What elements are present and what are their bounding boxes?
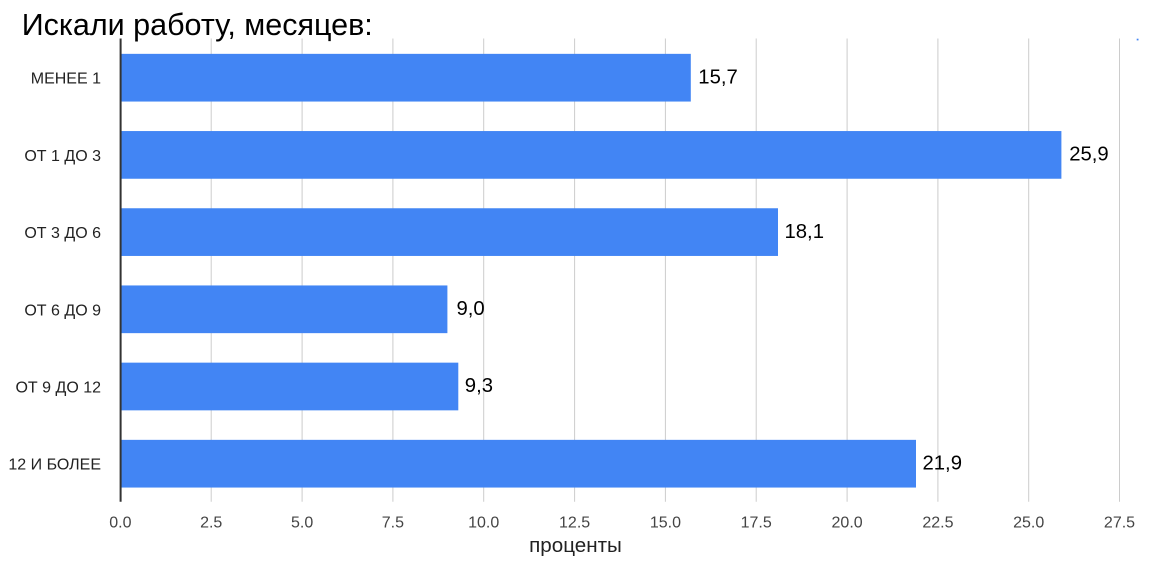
svg-text:ОТ 9 ДО 12: ОТ 9 ДО 12 xyxy=(15,380,101,397)
svg-text:ОТ 6 ДО 9: ОТ 6 ДО 9 xyxy=(24,302,101,319)
svg-text:21,9: 21,9 xyxy=(923,452,962,474)
svg-text:12 И БОЛЕЕ: 12 И БОЛЕЕ xyxy=(8,457,101,474)
svg-text:ОТ 1 ДО 3: ОТ 1 ДО 3 xyxy=(24,148,101,165)
svg-text:9,0: 9,0 xyxy=(457,298,485,320)
svg-text:15,7: 15,7 xyxy=(698,66,737,88)
svg-text:проценты: проценты xyxy=(529,534,622,557)
svg-text:ОТ 3 ДО 6: ОТ 3 ДО 6 xyxy=(24,225,101,242)
svg-text:22.5: 22.5 xyxy=(922,515,953,532)
svg-text:7.5: 7.5 xyxy=(382,515,404,532)
svg-text:Искали работу, месяцев:: Искали работу, месяцев: xyxy=(22,8,373,42)
svg-text:20.0: 20.0 xyxy=(832,515,863,532)
svg-text:5.0: 5.0 xyxy=(291,515,313,532)
svg-text:27.5: 27.5 xyxy=(1104,515,1135,532)
svg-text:18,1: 18,1 xyxy=(785,221,824,243)
svg-text:25.0: 25.0 xyxy=(1013,515,1044,532)
svg-text:10.0: 10.0 xyxy=(468,515,499,532)
svg-text:25,9: 25,9 xyxy=(1069,144,1108,166)
svg-text:15.0: 15.0 xyxy=(650,515,681,532)
svg-text:МЕНЕЕ 1: МЕНЕЕ 1 xyxy=(31,71,101,88)
svg-text:9,3: 9,3 xyxy=(465,375,493,397)
svg-text:12.5: 12.5 xyxy=(559,515,590,532)
svg-text:0.0: 0.0 xyxy=(109,515,131,532)
svg-text:17.5: 17.5 xyxy=(741,515,772,532)
svg-text:2.5: 2.5 xyxy=(200,515,222,532)
